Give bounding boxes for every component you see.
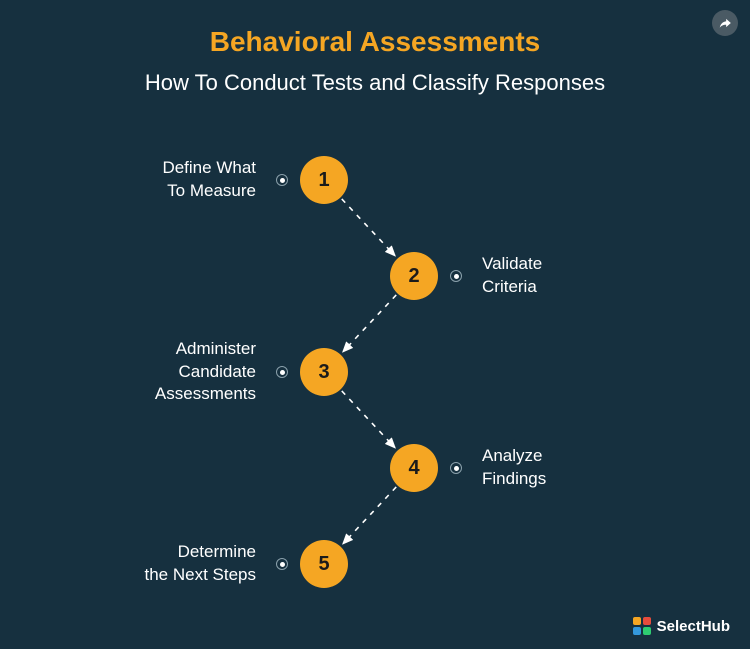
connector-dot [276,366,288,378]
logo-text: SelectHub [657,618,730,635]
step-label-4: AnalyzeFindings [482,445,662,491]
share-icon [718,16,732,30]
step-label-1: Define WhatTo Measure [76,157,256,203]
logo-square [643,617,651,625]
step-label-3: AdministerCandidateAssessments [76,338,256,407]
arrow [343,295,396,352]
arrow [342,199,395,256]
logo-mark [633,617,651,635]
step-label-2: ValidateCriteria [482,253,662,299]
page-title: Behavioral Assessments [0,0,750,58]
page-subtitle: How To Conduct Tests and Classify Respon… [0,70,750,96]
step-node-5: 5 [300,540,348,588]
step-node-3: 3 [300,348,348,396]
logo-square [633,617,641,625]
logo-square [643,627,651,635]
arrow [342,391,395,448]
connector-dot [276,558,288,570]
connector-dot [450,462,462,474]
step-node-2: 2 [390,252,438,300]
logo-square [633,627,641,635]
connector-dot [450,270,462,282]
connector-dot [276,174,288,186]
step-node-4: 4 [390,444,438,492]
step-node-1: 1 [300,156,348,204]
share-button[interactable] [712,10,738,36]
arrow [343,487,396,544]
step-label-5: Determinethe Next Steps [76,541,256,587]
footer-logo: SelectHub [633,617,730,635]
diagram-canvas: 1 Define WhatTo Measure 2 ValidateCriteria 3… [0,130,750,600]
